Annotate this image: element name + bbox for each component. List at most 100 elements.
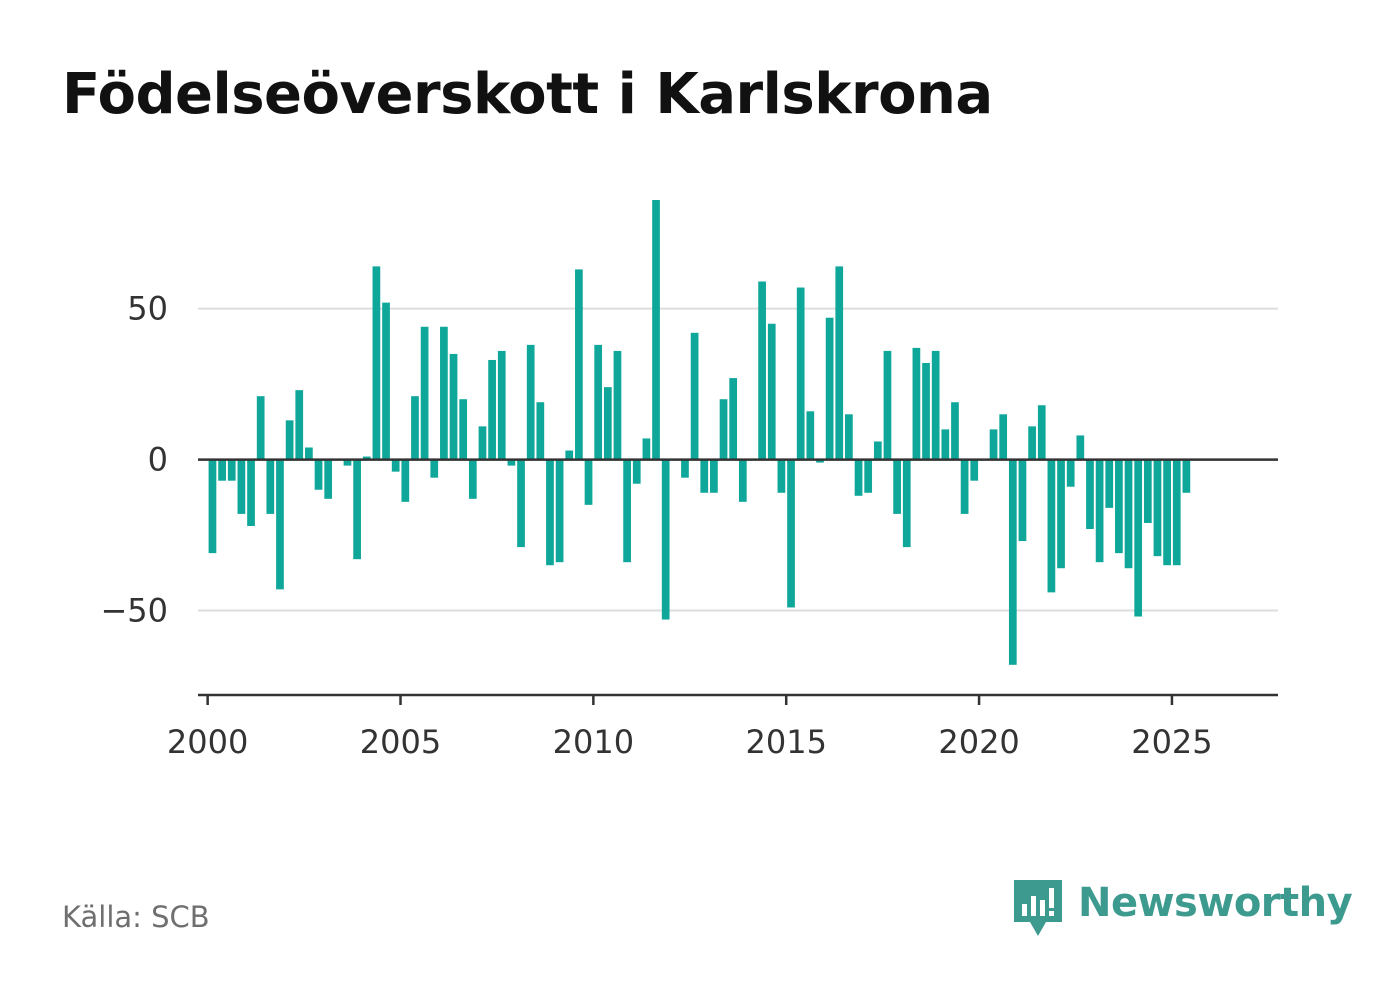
bar bbox=[343, 459, 352, 466]
bar bbox=[305, 447, 313, 460]
y-tick-label: 50 bbox=[127, 290, 168, 328]
bar bbox=[526, 344, 535, 460]
bar bbox=[565, 450, 574, 460]
bar bbox=[816, 459, 824, 463]
bar bbox=[411, 396, 419, 460]
bar bbox=[700, 459, 709, 493]
bar bbox=[497, 350, 506, 460]
bar bbox=[507, 459, 516, 466]
bar bbox=[710, 459, 718, 493]
bar bbox=[796, 287, 805, 460]
bar bbox=[1153, 459, 1162, 557]
bar bbox=[1066, 459, 1075, 487]
bar bbox=[488, 359, 496, 460]
bar bbox=[430, 459, 439, 478]
bar bbox=[276, 459, 284, 590]
bar bbox=[864, 459, 873, 493]
x-tick-label: 2015 bbox=[745, 723, 826, 761]
bar bbox=[777, 459, 786, 493]
x-tick-label: 2000 bbox=[167, 723, 248, 761]
bar bbox=[835, 266, 844, 460]
y-tick-labels: 50 0 −50 bbox=[100, 290, 168, 630]
bar bbox=[825, 317, 834, 460]
bar bbox=[632, 459, 641, 484]
bar bbox=[266, 459, 275, 514]
x-tick-label: 2010 bbox=[553, 723, 634, 761]
newsworthy-logo-icon bbox=[1014, 880, 1062, 936]
bar bbox=[247, 459, 255, 526]
bar bbox=[729, 378, 738, 460]
y-tick-label: −50 bbox=[100, 591, 168, 629]
bar bbox=[1008, 459, 1017, 665]
bar bbox=[1105, 459, 1114, 508]
bar bbox=[845, 414, 853, 460]
bar bbox=[314, 459, 323, 490]
bar bbox=[391, 459, 400, 472]
bar bbox=[353, 459, 361, 560]
bar bbox=[478, 426, 487, 460]
bar bbox=[854, 459, 863, 496]
bar bbox=[584, 459, 593, 505]
bar bbox=[1076, 435, 1085, 460]
bar bbox=[1018, 459, 1027, 542]
bar bbox=[951, 402, 959, 460]
bar bbox=[594, 344, 603, 460]
bar bbox=[661, 459, 670, 620]
bar bbox=[767, 323, 776, 460]
bar bbox=[575, 269, 583, 460]
bar bbox=[1095, 459, 1104, 563]
bar bbox=[787, 459, 795, 608]
bar bbox=[1163, 459, 1171, 566]
bar bbox=[1115, 459, 1123, 554]
x-tick-label: 2020 bbox=[938, 723, 1019, 761]
bar bbox=[536, 402, 545, 460]
bar bbox=[440, 326, 448, 460]
bar bbox=[1028, 426, 1036, 460]
bar bbox=[603, 387, 612, 460]
chart-title: Födelseöverskott i Karlskrona bbox=[62, 62, 993, 127]
bar bbox=[652, 200, 660, 460]
bar bbox=[227, 459, 236, 481]
bar bbox=[1143, 459, 1152, 523]
bar bbox=[1182, 459, 1191, 493]
bar bbox=[719, 399, 728, 460]
bar bbox=[546, 459, 554, 566]
bar bbox=[613, 350, 622, 460]
bar bbox=[459, 399, 468, 460]
bars bbox=[208, 200, 1191, 665]
x-ticks: 2000 2005 2010 2015 2020 2025 bbox=[167, 695, 1213, 761]
bar bbox=[1086, 459, 1094, 529]
bar bbox=[758, 281, 766, 460]
bar bbox=[883, 350, 892, 460]
bar bbox=[738, 459, 747, 502]
bar bbox=[401, 459, 410, 502]
bar bbox=[218, 459, 226, 481]
bar bbox=[1057, 459, 1065, 569]
bar bbox=[1124, 459, 1133, 569]
bar bbox=[468, 459, 477, 499]
bar bbox=[999, 414, 1008, 460]
bar bbox=[295, 390, 304, 460]
bar bbox=[931, 350, 940, 460]
bar bbox=[208, 459, 217, 554]
bar bbox=[1172, 459, 1181, 566]
brand-name: Newsworthy bbox=[1078, 880, 1353, 926]
bar bbox=[449, 353, 458, 460]
bar bbox=[362, 456, 371, 460]
bar bbox=[382, 302, 390, 460]
bar bbox=[420, 326, 429, 460]
bar bbox=[1037, 405, 1046, 460]
bar bbox=[912, 347, 921, 460]
bar bbox=[690, 332, 699, 460]
bar bbox=[893, 459, 901, 514]
bar bbox=[1134, 459, 1143, 617]
bar bbox=[642, 438, 651, 460]
bar bbox=[256, 396, 265, 460]
bar bbox=[989, 429, 998, 460]
bar bbox=[941, 429, 950, 460]
bar bbox=[970, 459, 979, 481]
bar bbox=[960, 459, 969, 514]
bar bbox=[237, 459, 246, 514]
bar bbox=[517, 459, 525, 548]
